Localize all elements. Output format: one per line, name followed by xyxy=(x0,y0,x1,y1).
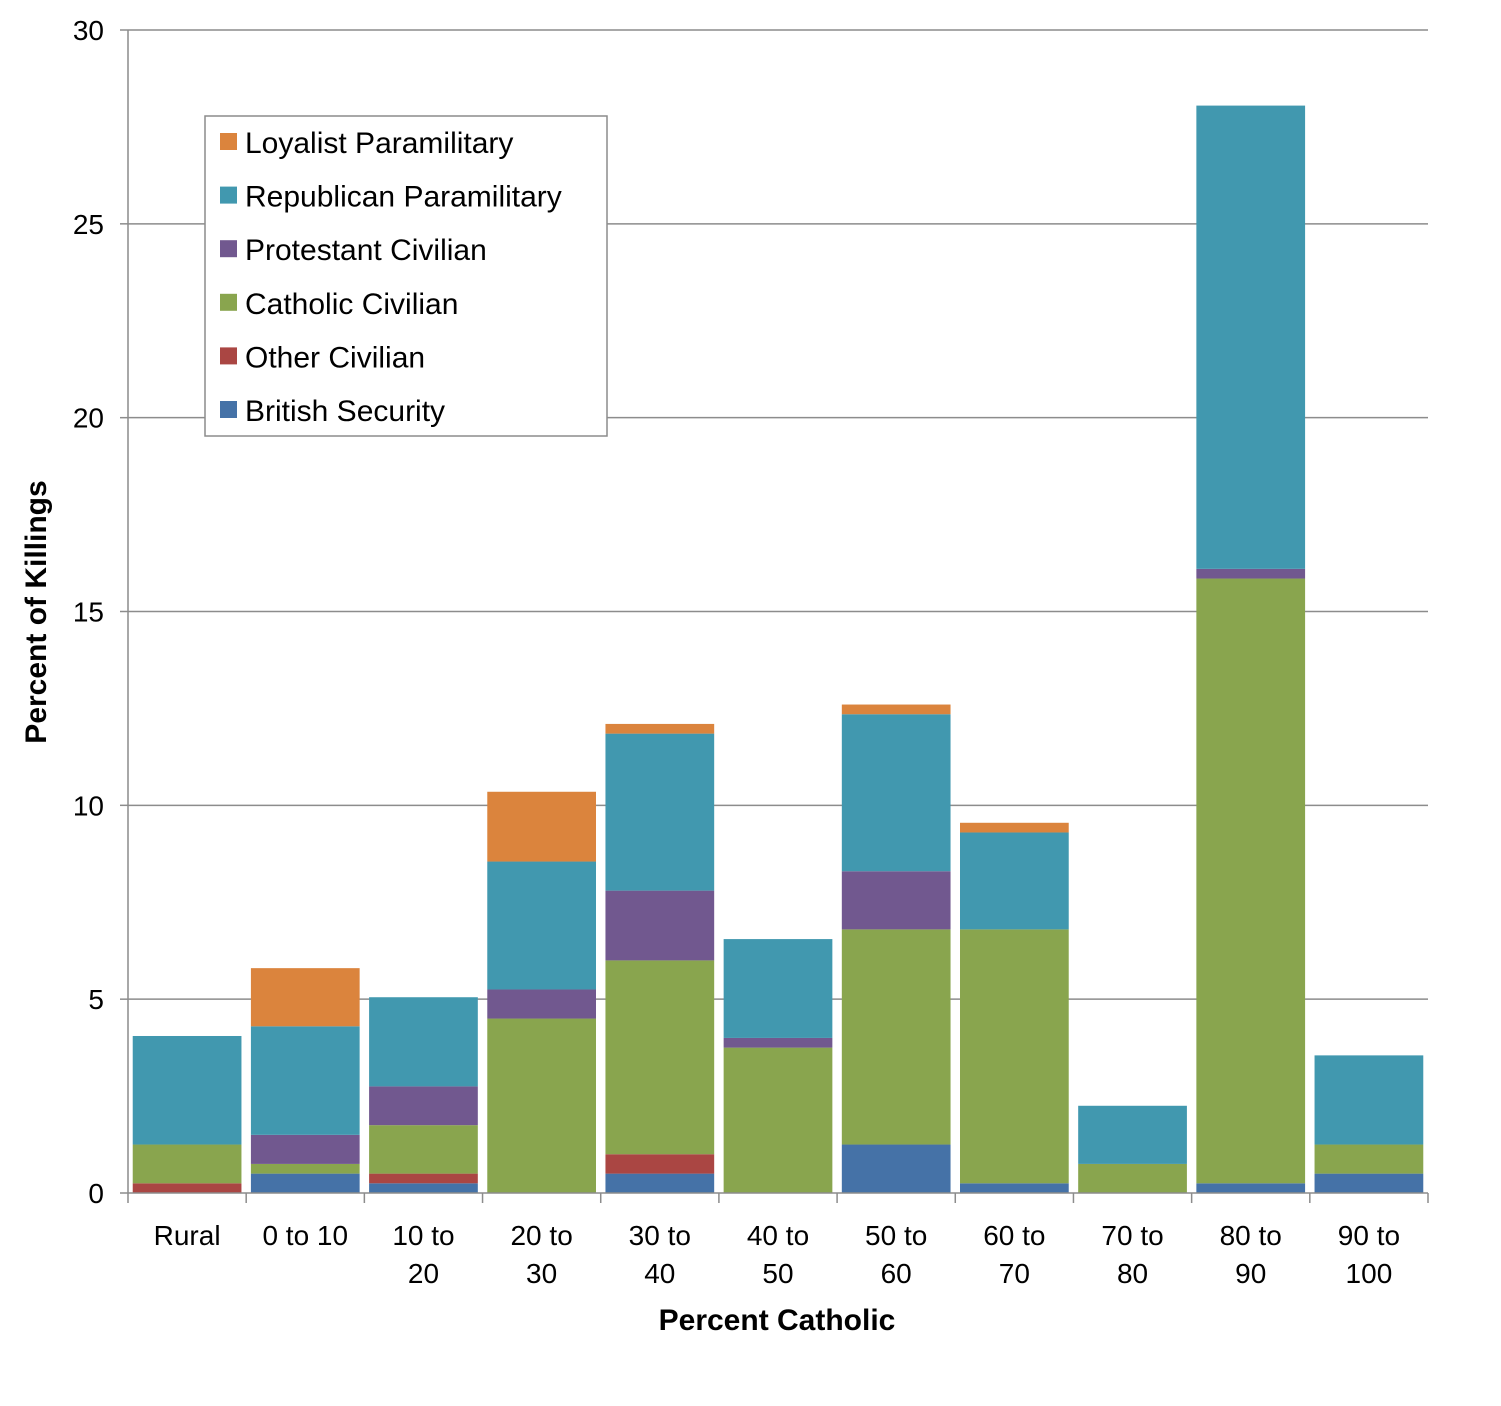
bar-segment xyxy=(250,1026,360,1135)
axes xyxy=(120,29,1429,1203)
x-tick-label: 20 to 30 xyxy=(510,1220,572,1289)
bar-segment xyxy=(841,1144,951,1193)
y-tick-label: 20 xyxy=(73,403,104,434)
legend: Loyalist Paramilitary Republican Paramili… xyxy=(204,115,608,437)
legend-label: Loyalist Paramilitary xyxy=(245,127,513,160)
bar-segment xyxy=(723,1047,833,1193)
bar-segment xyxy=(369,1183,478,1193)
bar-segment xyxy=(841,704,951,715)
x-tick-label: 60 to 70 xyxy=(983,1220,1045,1289)
bar-segment xyxy=(960,822,1069,833)
bar-segment xyxy=(1196,105,1306,569)
legend-swatch xyxy=(220,293,237,311)
legend-label: Catholic Civilian xyxy=(245,288,458,321)
bar-segment xyxy=(369,1173,478,1184)
legend-swatch xyxy=(220,186,237,204)
bar-segment xyxy=(132,1144,242,1184)
legend-swatch xyxy=(220,401,237,418)
bar-segment xyxy=(487,791,596,862)
bar-segment xyxy=(841,871,951,930)
bar-segment xyxy=(487,1018,596,1193)
x-tick-label: 30 to 40 xyxy=(629,1220,691,1289)
bars xyxy=(132,105,1424,1193)
y-tick-label: 0 xyxy=(88,1178,104,1209)
bar-segment xyxy=(841,929,951,1145)
x-tick-label: 90 to 100 xyxy=(1338,1220,1400,1289)
bar-segment xyxy=(369,1125,478,1174)
bar-segment xyxy=(1196,568,1306,579)
y-tick-label: 30 xyxy=(73,15,104,46)
x-tick-label: 10 to 20 xyxy=(392,1220,454,1289)
bar-segment xyxy=(132,1035,242,1145)
x-axis-title: Percent Catholic xyxy=(659,1304,896,1337)
bar-segment xyxy=(723,939,833,1038)
bar-segment xyxy=(1314,1173,1424,1193)
legend-swatch xyxy=(220,347,237,365)
legend-swatch xyxy=(220,240,237,258)
bar-segment xyxy=(250,1163,360,1174)
bar-segment xyxy=(960,832,1069,930)
bar-segment xyxy=(605,1154,715,1174)
bar-segment xyxy=(960,929,1069,1184)
y-tick-label: 5 xyxy=(88,984,104,1015)
bar-segment xyxy=(605,723,715,734)
bar-segment xyxy=(369,1086,478,1126)
bar-segment xyxy=(960,1183,1069,1193)
x-tick-label: 70 to 80 xyxy=(1101,1220,1163,1289)
bar-segment xyxy=(369,997,478,1087)
bar-segment xyxy=(723,1037,833,1048)
bar-segment xyxy=(487,861,596,990)
bar-segment xyxy=(605,960,715,1155)
bar-segment xyxy=(841,714,951,872)
x-tick-label: 0 to 10 xyxy=(262,1220,348,1251)
bar-segment xyxy=(487,989,596,1019)
legend-label: Republican Paramilitary xyxy=(245,181,562,214)
x-tick-label: 80 to 90 xyxy=(1220,1220,1282,1289)
bar-segment xyxy=(1078,1163,1187,1193)
legend-box xyxy=(204,115,608,437)
bar-segment xyxy=(250,1173,360,1193)
legend-label: Other Civilian xyxy=(245,341,425,374)
bar-segment xyxy=(1314,1144,1424,1174)
bar-segment xyxy=(605,733,715,891)
bar-segment xyxy=(1196,1183,1306,1193)
x-tick-label: Rural xyxy=(154,1220,221,1251)
x-tick-label: 50 to 60 xyxy=(865,1220,927,1289)
x-tick-label: 40 to 50 xyxy=(747,1220,809,1289)
y-tick-label: 10 xyxy=(73,790,104,821)
legend-swatch xyxy=(220,133,237,150)
bar-segment xyxy=(605,890,715,961)
bar-segment xyxy=(250,1134,360,1164)
bar-segment xyxy=(605,1173,715,1193)
bar-segment xyxy=(132,1183,242,1193)
tick-labels: 0 5 10 15 20 25 30 Rural 0 to 10 10 to 20 20 to 30 30… xyxy=(73,15,1400,1289)
y-axis-title: Percent of Killings xyxy=(20,480,53,743)
bar-segment xyxy=(1196,578,1306,1184)
bar-segment xyxy=(1078,1105,1187,1164)
bar-segment xyxy=(250,968,360,1027)
legend-label: British Security xyxy=(245,395,445,428)
y-tick-label: 15 xyxy=(73,597,104,628)
y-tick-label: 25 xyxy=(73,209,104,240)
legend-label: Protestant Civilian xyxy=(245,234,487,267)
bar-segment xyxy=(1314,1055,1424,1145)
